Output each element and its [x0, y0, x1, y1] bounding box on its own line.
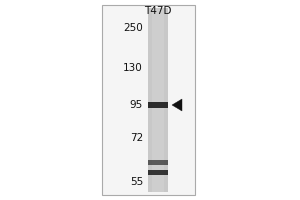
Bar	[148, 160, 168, 164]
Text: 95: 95	[130, 100, 143, 110]
Bar	[148, 8, 168, 192]
Text: T47D: T47D	[144, 6, 172, 16]
Bar	[102, 5, 195, 195]
Bar	[148, 170, 168, 174]
Text: 72: 72	[130, 133, 143, 143]
Text: 55: 55	[130, 177, 143, 187]
Polygon shape	[172, 99, 182, 111]
Text: 130: 130	[123, 63, 143, 73]
Bar	[152, 8, 164, 192]
Bar	[148, 102, 168, 108]
Text: 250: 250	[123, 23, 143, 33]
